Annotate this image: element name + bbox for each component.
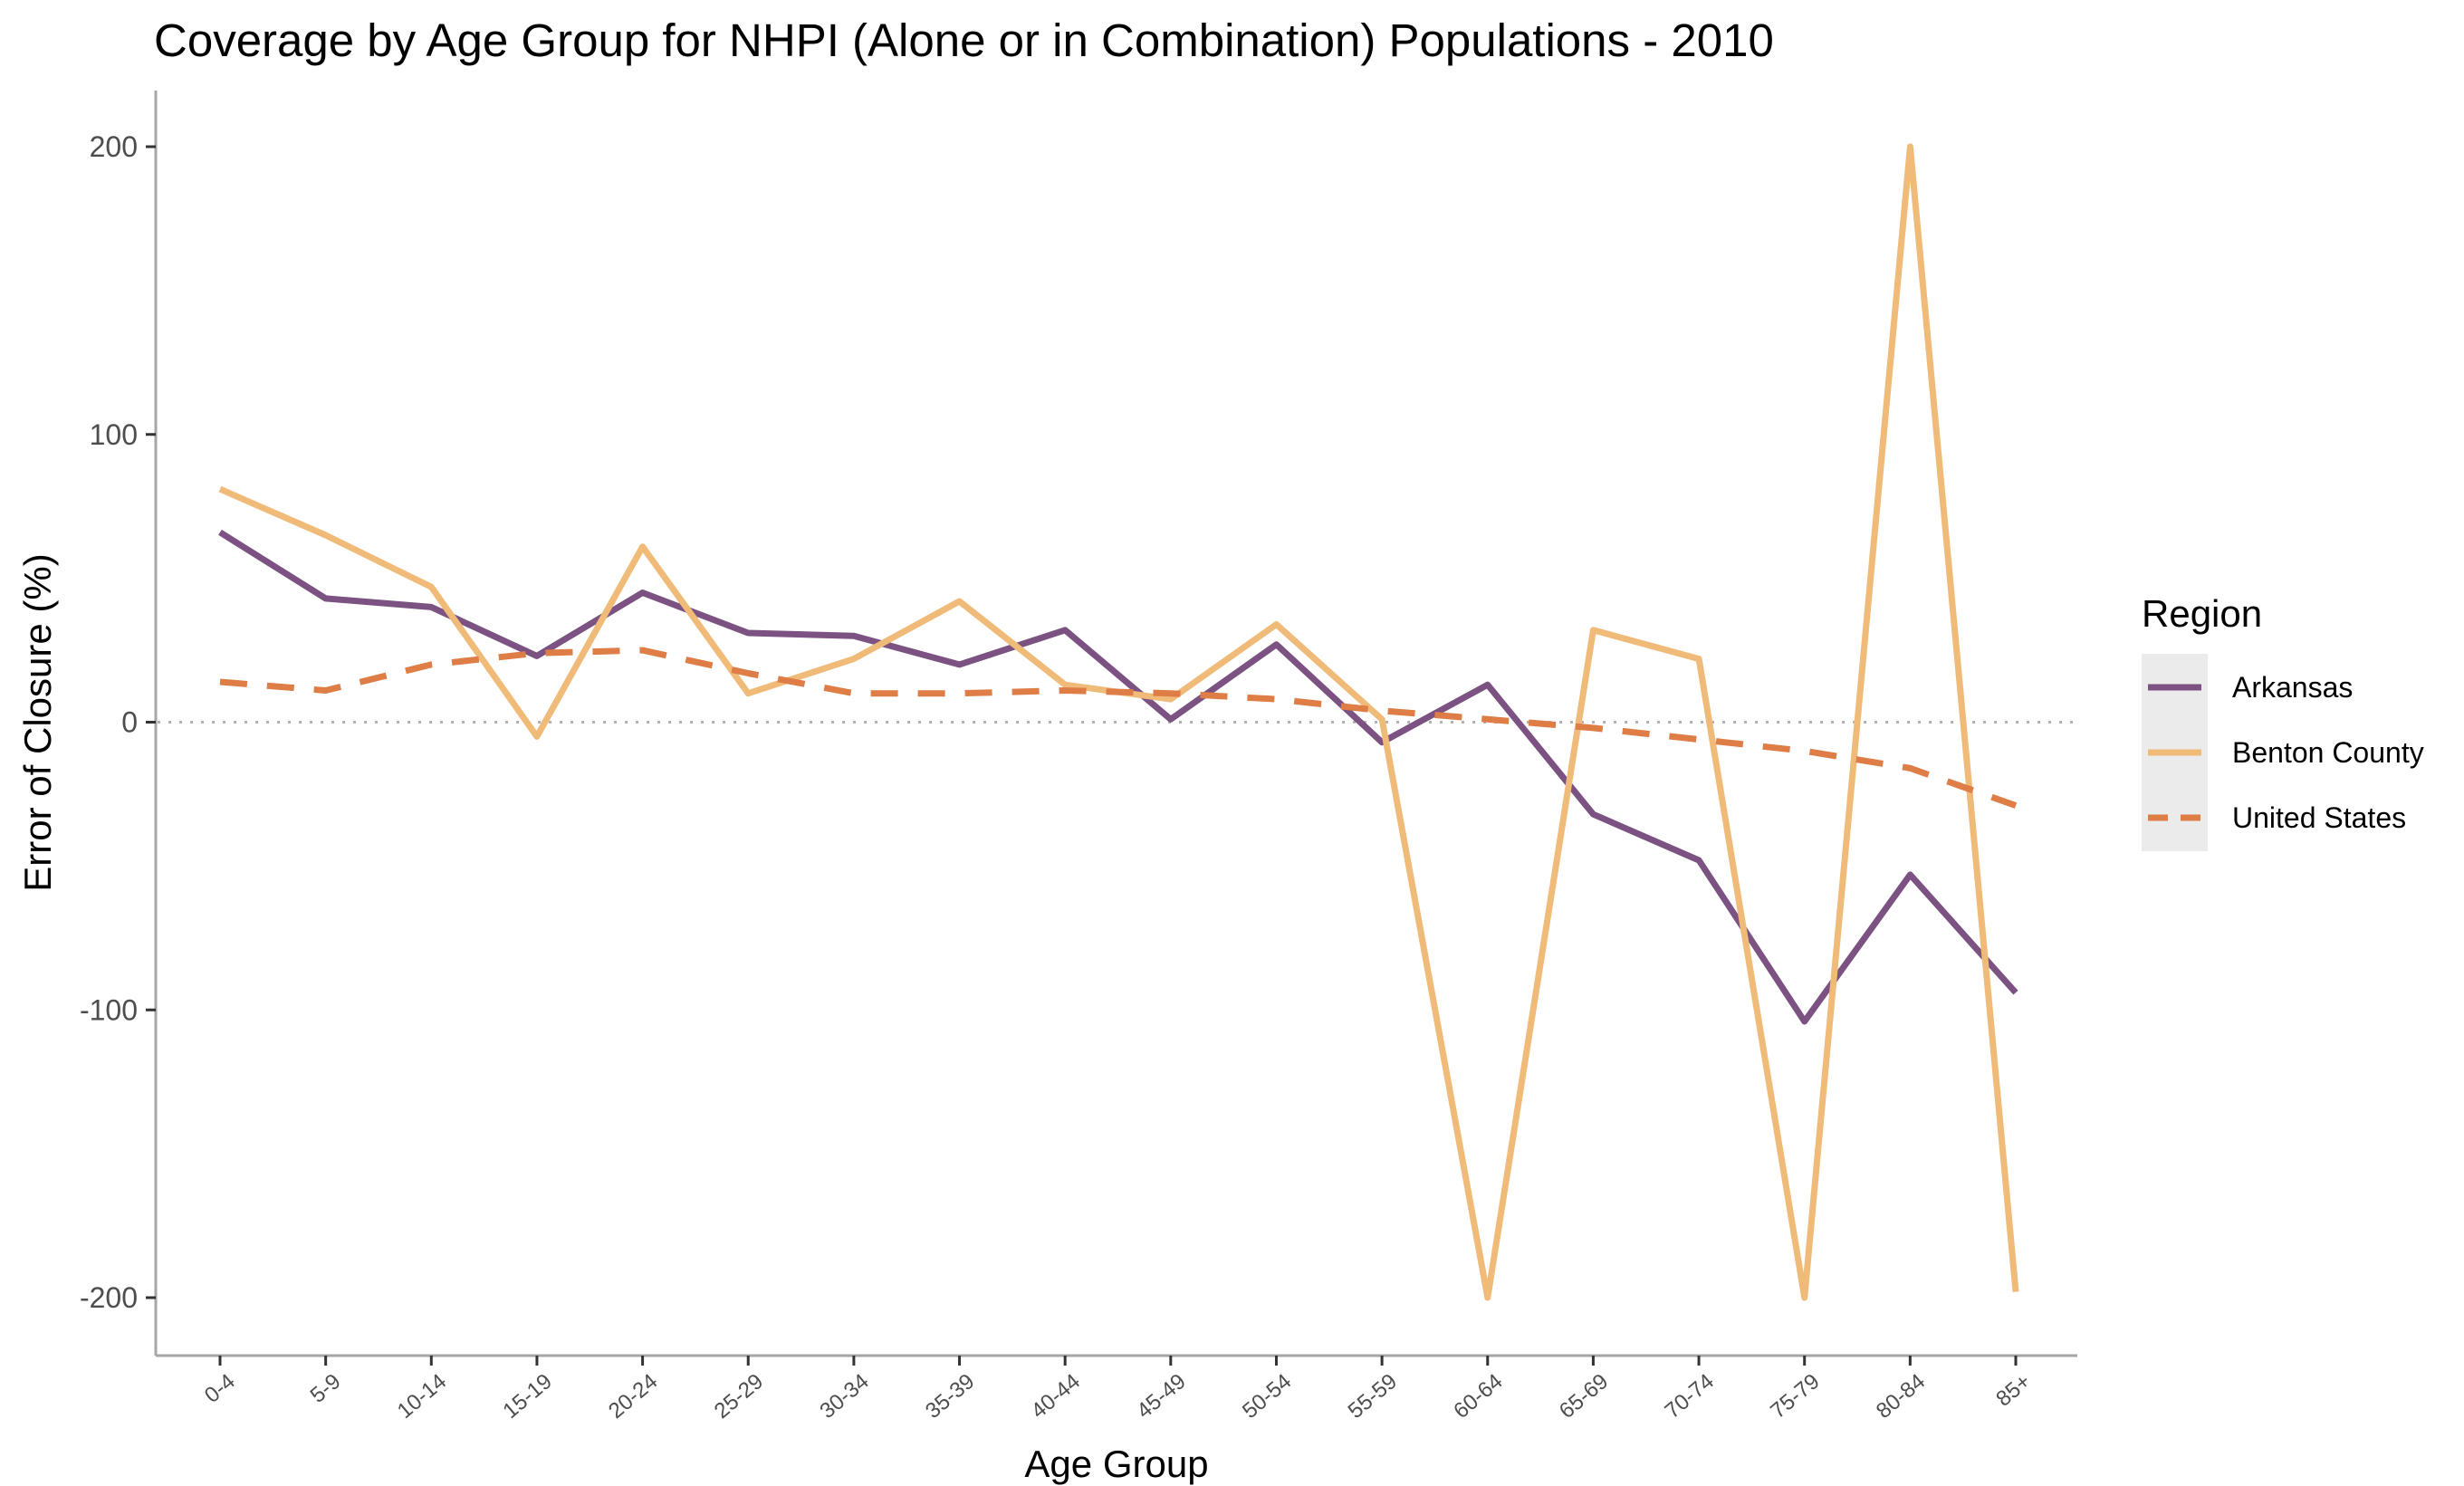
x-tick-label: 35-39 xyxy=(921,1369,979,1424)
chart-title: Coverage by Age Group for NHPI (Alone or… xyxy=(154,14,1774,66)
x-tick-label: 25-29 xyxy=(710,1369,768,1424)
x-tick-label: 10-14 xyxy=(393,1369,451,1424)
legend: Region Arkansas Benton County United State… xyxy=(2142,592,2424,851)
legend-label: Benton County xyxy=(2232,736,2424,769)
x-tick-label: 85+ xyxy=(1991,1369,2036,1412)
y-tick-label: -200 xyxy=(80,1281,138,1314)
legend-label: Arkansas xyxy=(2232,671,2353,704)
x-tick-label: 30-34 xyxy=(815,1369,873,1424)
x-tick-label: 20-24 xyxy=(604,1369,662,1424)
legend-label: United States xyxy=(2232,801,2406,834)
x-tick-label: 60-64 xyxy=(1449,1369,1507,1424)
x-tick-label: 65-69 xyxy=(1555,1369,1613,1424)
y-axis-title: Error of Closure (%) xyxy=(16,553,59,891)
y-tick-label: -100 xyxy=(80,993,138,1026)
x-tick-label: 40-44 xyxy=(1027,1369,1085,1424)
x-tick-label: 50-54 xyxy=(1238,1369,1296,1424)
x-tick-label: 15-19 xyxy=(498,1369,556,1424)
x-tick-label: 55-59 xyxy=(1344,1369,1402,1424)
series-line-arkansas xyxy=(218,529,2018,1025)
x-tick-label: 80-84 xyxy=(1872,1369,1930,1424)
legend-title: Region xyxy=(2142,592,2262,635)
x-axis-title: Age Group xyxy=(1024,1443,1208,1485)
series-line-united-states xyxy=(219,647,2018,809)
y-tick-label: 0 xyxy=(121,706,138,739)
x-tick-label: 45-49 xyxy=(1132,1369,1190,1424)
x-tick-label: 75-79 xyxy=(1766,1369,1824,1424)
y-tick-label: 200 xyxy=(90,130,138,163)
x-tick-label: 70-74 xyxy=(1661,1369,1719,1424)
y-tick-label: 100 xyxy=(90,418,138,451)
x-tick-label: 0-4 xyxy=(200,1369,240,1408)
x-tick-label: 5-9 xyxy=(306,1369,346,1408)
